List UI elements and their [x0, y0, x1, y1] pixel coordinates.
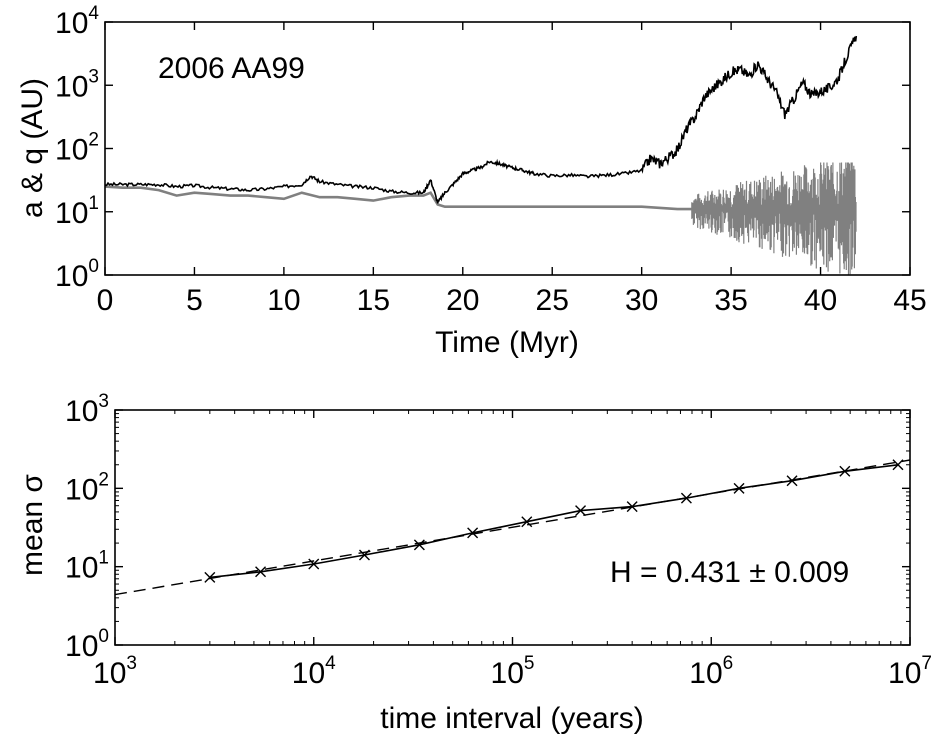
bottom-y-tick-label-exp: 0 [98, 626, 109, 647]
bottom-data-point-marker [467, 527, 479, 539]
bottom-x-tick-label-base: 10 [93, 657, 126, 690]
bottom-x-tick-label: 106 [689, 653, 733, 690]
top-y-tick-label: 100 [55, 256, 99, 293]
bottom-plot-area [114, 459, 911, 596]
bottom-y-axis-label: mean σ [16, 474, 49, 576]
bottom-data-point-marker [892, 459, 904, 471]
bottom-x-tick-label-base: 10 [292, 657, 325, 690]
bottom-series-line [209, 464, 899, 579]
bottom-x-tick-label-exp: 3 [126, 653, 137, 674]
top-series-q-oscillation [691, 162, 857, 275]
bottom-x-tick-label-base: 10 [491, 657, 524, 690]
top-y-tick-label-base: 10 [55, 197, 88, 230]
bottom-x-tick-label: 104 [292, 653, 336, 690]
bottom-x-tick-label-base: 10 [689, 657, 722, 690]
bottom-data-point-marker [733, 482, 745, 494]
top-x-tick-label: 30 [625, 284, 658, 317]
bottom-data-point-marker [521, 516, 533, 528]
bottom-x-tick-label: 107 [888, 653, 932, 690]
bottom-data-point-marker [413, 539, 425, 551]
top-x-tick-label: 15 [357, 284, 390, 317]
bottom-y-tick-label: 103 [65, 391, 109, 428]
top-y-tick-label: 102 [55, 130, 99, 167]
top-x-tick-label: 45 [893, 284, 926, 317]
bottom-x-tick-label-exp: 4 [325, 653, 336, 674]
top-y-tick-label-exp: 3 [88, 66, 99, 87]
top-y-tick-label-base: 10 [55, 7, 88, 40]
top-x-tick-label: 35 [714, 284, 747, 317]
bottom-y-tick-label-exp: 3 [98, 391, 109, 412]
bottom-x-tick-label-base: 10 [888, 657, 921, 690]
top-x-axis-label: Time (Myr) [435, 326, 579, 359]
bottom-data-point-marker [204, 571, 216, 583]
top-y-tick-label: 104 [55, 3, 99, 40]
bottom-data-point-marker [308, 558, 320, 570]
top-series-a-line [104, 35, 858, 204]
bottom-data-point-marker [786, 475, 798, 487]
bottom-x-tick-label-exp: 5 [524, 653, 535, 674]
top-y-axis-label: a & q (AU) [16, 78, 49, 218]
bottom-x-tick-label: 105 [491, 653, 535, 690]
bottom-y-tick-label-base: 10 [65, 630, 98, 663]
top-y-tick-label-exp: 2 [88, 130, 99, 151]
bottom-data-point-marker [626, 501, 638, 513]
bottom-data-point-marker [680, 492, 692, 504]
bottom-x-axis-label: time interval (years) [380, 702, 643, 735]
bottom-y-tick-label: 102 [65, 469, 109, 506]
bottom-x-tick-label-exp: 6 [723, 653, 734, 674]
top-y-tick-label-base: 10 [55, 260, 88, 293]
bottom-x-tick-label-exp: 7 [921, 653, 932, 674]
top-y-tick-label: 101 [55, 193, 99, 230]
bottom-y-tick-label-base: 10 [65, 395, 98, 428]
top-x-tick-label: 40 [804, 284, 837, 317]
top-plot-area [104, 35, 858, 275]
bottom-y-tick-label-base: 10 [65, 552, 98, 585]
top-annotation: 2006 AA99 [158, 52, 305, 85]
bottom-data-point-marker [839, 465, 851, 477]
top-x-tick-label: 0 [97, 284, 114, 317]
top-y-tick-label-exp: 1 [88, 193, 99, 214]
bottom-y-tick-label: 101 [65, 548, 109, 585]
top-y-tick-label-base: 10 [55, 70, 88, 103]
bottom-annotation: H = 0.431 ± 0.009 [610, 556, 849, 589]
top-x-tick-label: 10 [267, 284, 300, 317]
bottom-y-tick-label-base: 10 [65, 473, 98, 506]
bottom-data-point-marker [255, 566, 267, 578]
top-x-tick-label: 20 [446, 284, 479, 317]
top-x-tick-label: 25 [536, 284, 569, 317]
bottom-data-point-marker [575, 505, 587, 517]
top-y-tick-label-exp: 0 [88, 256, 99, 277]
top-y-tick-label-exp: 4 [88, 3, 99, 24]
bottom-y-tick-label-exp: 2 [98, 469, 109, 490]
bottom-data-point-marker [358, 549, 370, 561]
top-y-tick-label: 103 [55, 66, 99, 103]
bottom-y-tick-label: 100 [65, 626, 109, 663]
top-x-tick-label: 5 [186, 284, 203, 317]
top-y-tick-label-base: 10 [55, 134, 88, 167]
bottom-x-tick-label: 103 [93, 653, 137, 690]
bottom-y-tick-label-exp: 1 [98, 548, 109, 569]
